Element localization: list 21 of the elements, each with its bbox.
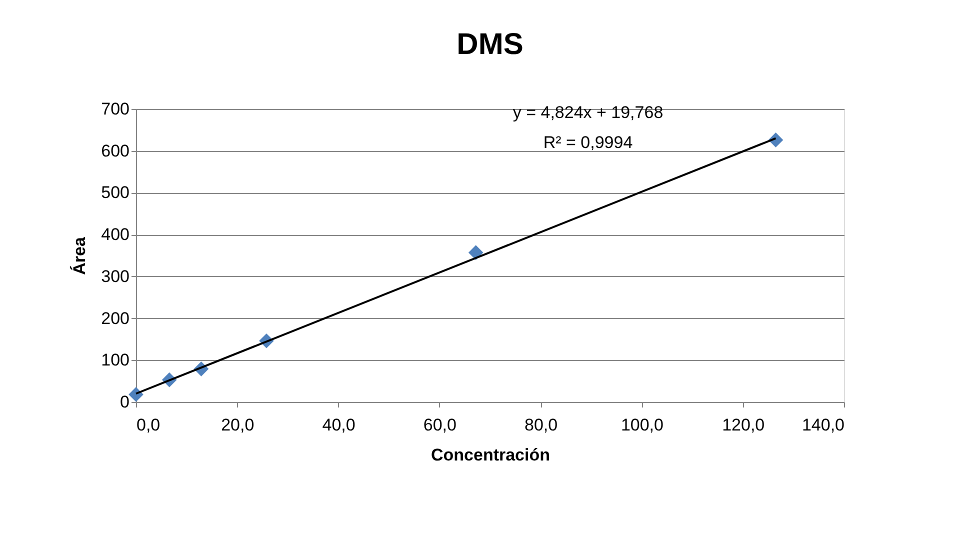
y-tick-label: 500 [101,183,130,202]
y-tick-label: 300 [101,266,130,286]
y-tick-label: 100 [101,350,130,370]
y-tick-label: 400 [101,225,130,244]
x-tick-label: 20,0 [221,416,254,434]
x-axis-title: Concentración [430,446,550,464]
x-tick-label: 140,0 [802,416,844,434]
y-tick-label: 600 [101,141,130,160]
x-tick-label: 60,0 [423,416,456,434]
annotation: R² = 0,9994 [543,133,633,152]
x-tick-label: 0,0 [136,416,160,434]
y-axis-title: Área [69,236,90,275]
y-tick-label: 700 [101,100,130,118]
x-tick-label: 80,0 [524,416,558,434]
x-tick-label: 120,0 [722,416,765,434]
x-tick-label: 40,0 [322,416,356,434]
y-tick-label: 0 [120,392,130,412]
chart-title: DMS [456,28,524,61]
annotation: y = 4,824x + 19,768 [512,103,664,122]
y-tick-label: 200 [101,308,130,328]
x-tick-label: 100,0 [620,416,664,434]
